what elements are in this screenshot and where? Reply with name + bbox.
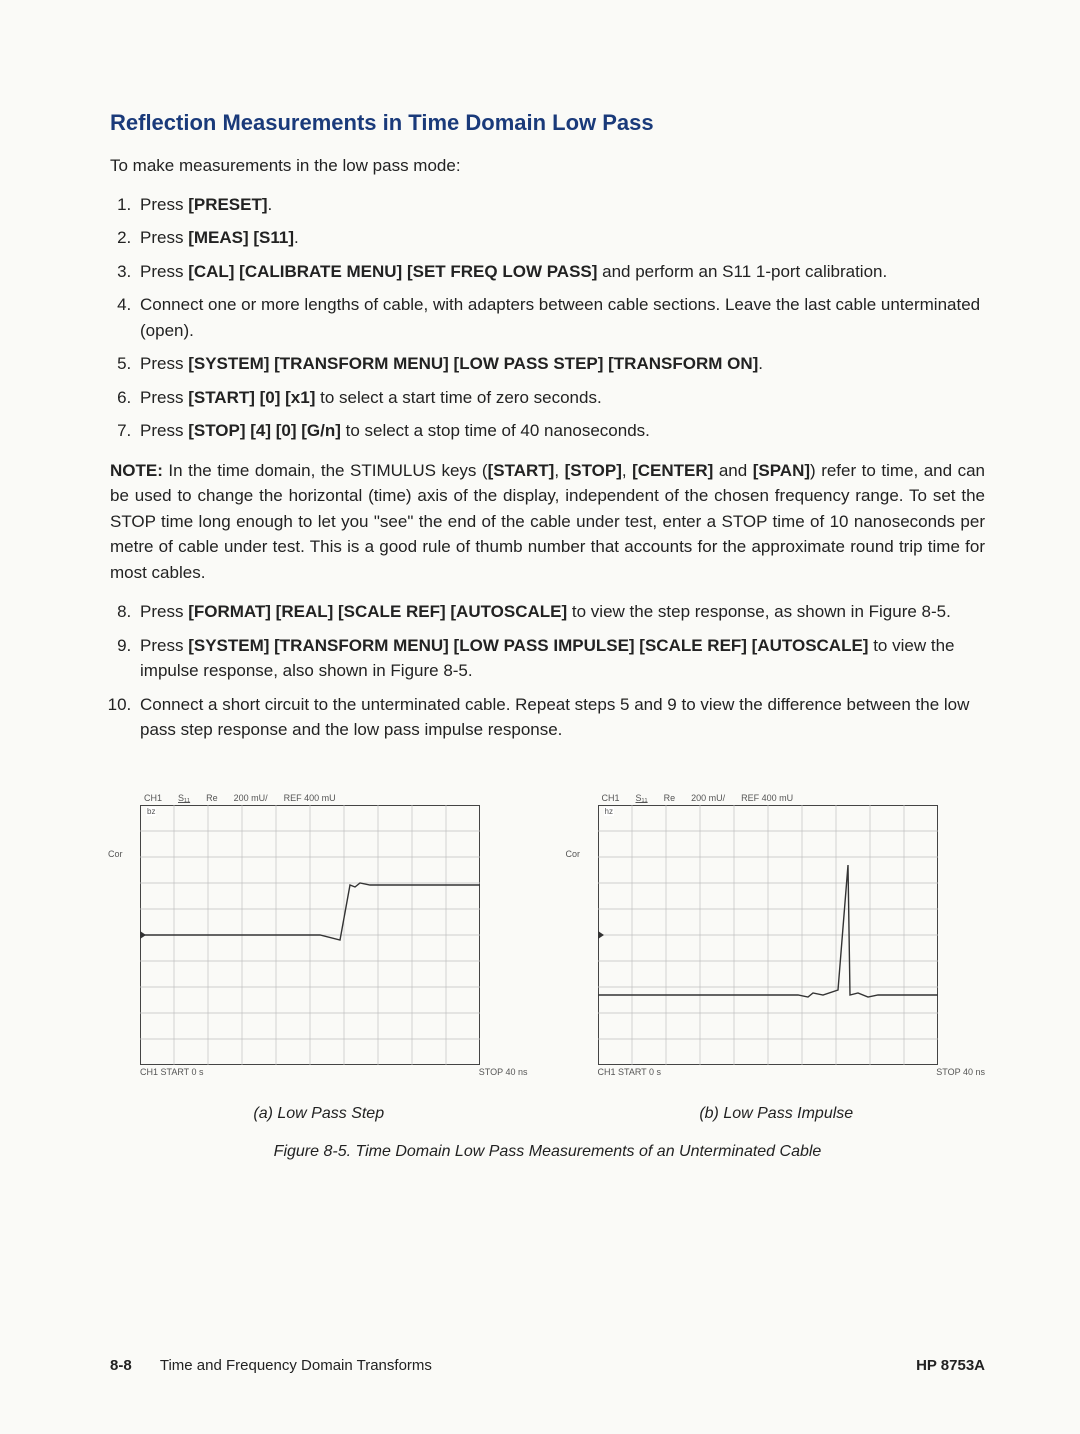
step-5: Press [SYSTEM] [TRANSFORM MENU] [LOW PAS… bbox=[136, 351, 985, 377]
step-1: Press [PRESET]. bbox=[136, 192, 985, 218]
page: Reflection Measurements in Time Domain L… bbox=[0, 0, 1080, 1434]
chart-b-header: CH1 S₁₁ Re 200 mU/ REF 400 mU bbox=[568, 793, 986, 803]
step-2: Press [MEAS] [S11]. bbox=[136, 225, 985, 251]
step-3: Press [CAL] [CALIBRATE MENU] [SET FREQ L… bbox=[136, 259, 985, 285]
figure-panel-b: CH1 S₁₁ Re 200 mU/ REF 400 mU Cor hz CH1… bbox=[568, 793, 986, 1123]
note-body: In the time domain, the STIMULUS keys ([… bbox=[110, 461, 985, 582]
figure-panel-a: CH1 S₁₁ Re 200 mU/ REF 400 mU Cor bz CH1… bbox=[110, 793, 528, 1123]
footer-right: HP 8753A bbox=[916, 1357, 985, 1374]
section-heading: Reflection Measurements in Time Domain L… bbox=[110, 110, 985, 136]
step-9: Press [SYSTEM] [TRANSFORM MENU] [LOW PAS… bbox=[136, 633, 985, 684]
note-paragraph: NOTE: In the time domain, the STIMULUS k… bbox=[110, 458, 985, 586]
figure-row: CH1 S₁₁ Re 200 mU/ REF 400 mU Cor bz CH1… bbox=[110, 793, 985, 1123]
figure-caption: Figure 8-5. Time Domain Low Pass Measure… bbox=[110, 1143, 985, 1161]
chart-a-svg bbox=[140, 805, 480, 1065]
footer-section-title: Time and Frequency Domain Transforms bbox=[160, 1357, 432, 1374]
footer-page-num: 8-8 bbox=[110, 1357, 132, 1374]
step-6: Press [START] [0] [x1] to select a start… bbox=[136, 385, 985, 411]
sub-caption-a: (a) Low Pass Step bbox=[110, 1105, 528, 1123]
chart-b-left-label: Cor bbox=[566, 849, 581, 859]
chart-b-svg bbox=[598, 805, 938, 1065]
step-4: Connect one or more lengths of cable, wi… bbox=[136, 292, 985, 343]
step-8: Press [FORMAT] [REAL] [SCALE REF] [AUTOS… bbox=[136, 599, 985, 625]
note-label: NOTE: bbox=[110, 461, 163, 480]
steps-list-1: Press [PRESET]. Press [MEAS] [S11]. Pres… bbox=[110, 192, 985, 444]
step-7: Press [STOP] [4] [0] [G/n] to select a s… bbox=[136, 418, 985, 444]
chart-b-tick: hz bbox=[604, 807, 614, 816]
chart-a-wrap: CH1 S₁₁ Re 200 mU/ REF 400 mU Cor bz CH1… bbox=[110, 793, 528, 1077]
step-10: Connect a short circuit to the untermina… bbox=[136, 692, 985, 743]
chart-a-tick: bz bbox=[146, 807, 156, 816]
intro-text: To make measurements in the low pass mod… bbox=[110, 154, 985, 178]
chart-a-left-label: Cor bbox=[108, 849, 123, 859]
sub-caption-b: (b) Low Pass Impulse bbox=[568, 1105, 986, 1123]
steps-list-2: Press [FORMAT] [REAL] [SCALE REF] [AUTOS… bbox=[110, 599, 985, 743]
chart-b-wrap: CH1 S₁₁ Re 200 mU/ REF 400 mU Cor hz CH1… bbox=[568, 793, 986, 1077]
page-footer: 8-8 Time and Frequency Domain Transforms… bbox=[110, 1357, 985, 1374]
chart-a-bottom: CH1 START 0 s STOP 40 ns bbox=[140, 1067, 528, 1077]
chart-a-header: CH1 S₁₁ Re 200 mU/ REF 400 mU bbox=[110, 793, 528, 803]
chart-b-bottom: CH1 START 0 s STOP 40 ns bbox=[598, 1067, 986, 1077]
footer-left: 8-8 Time and Frequency Domain Transforms bbox=[110, 1357, 432, 1374]
